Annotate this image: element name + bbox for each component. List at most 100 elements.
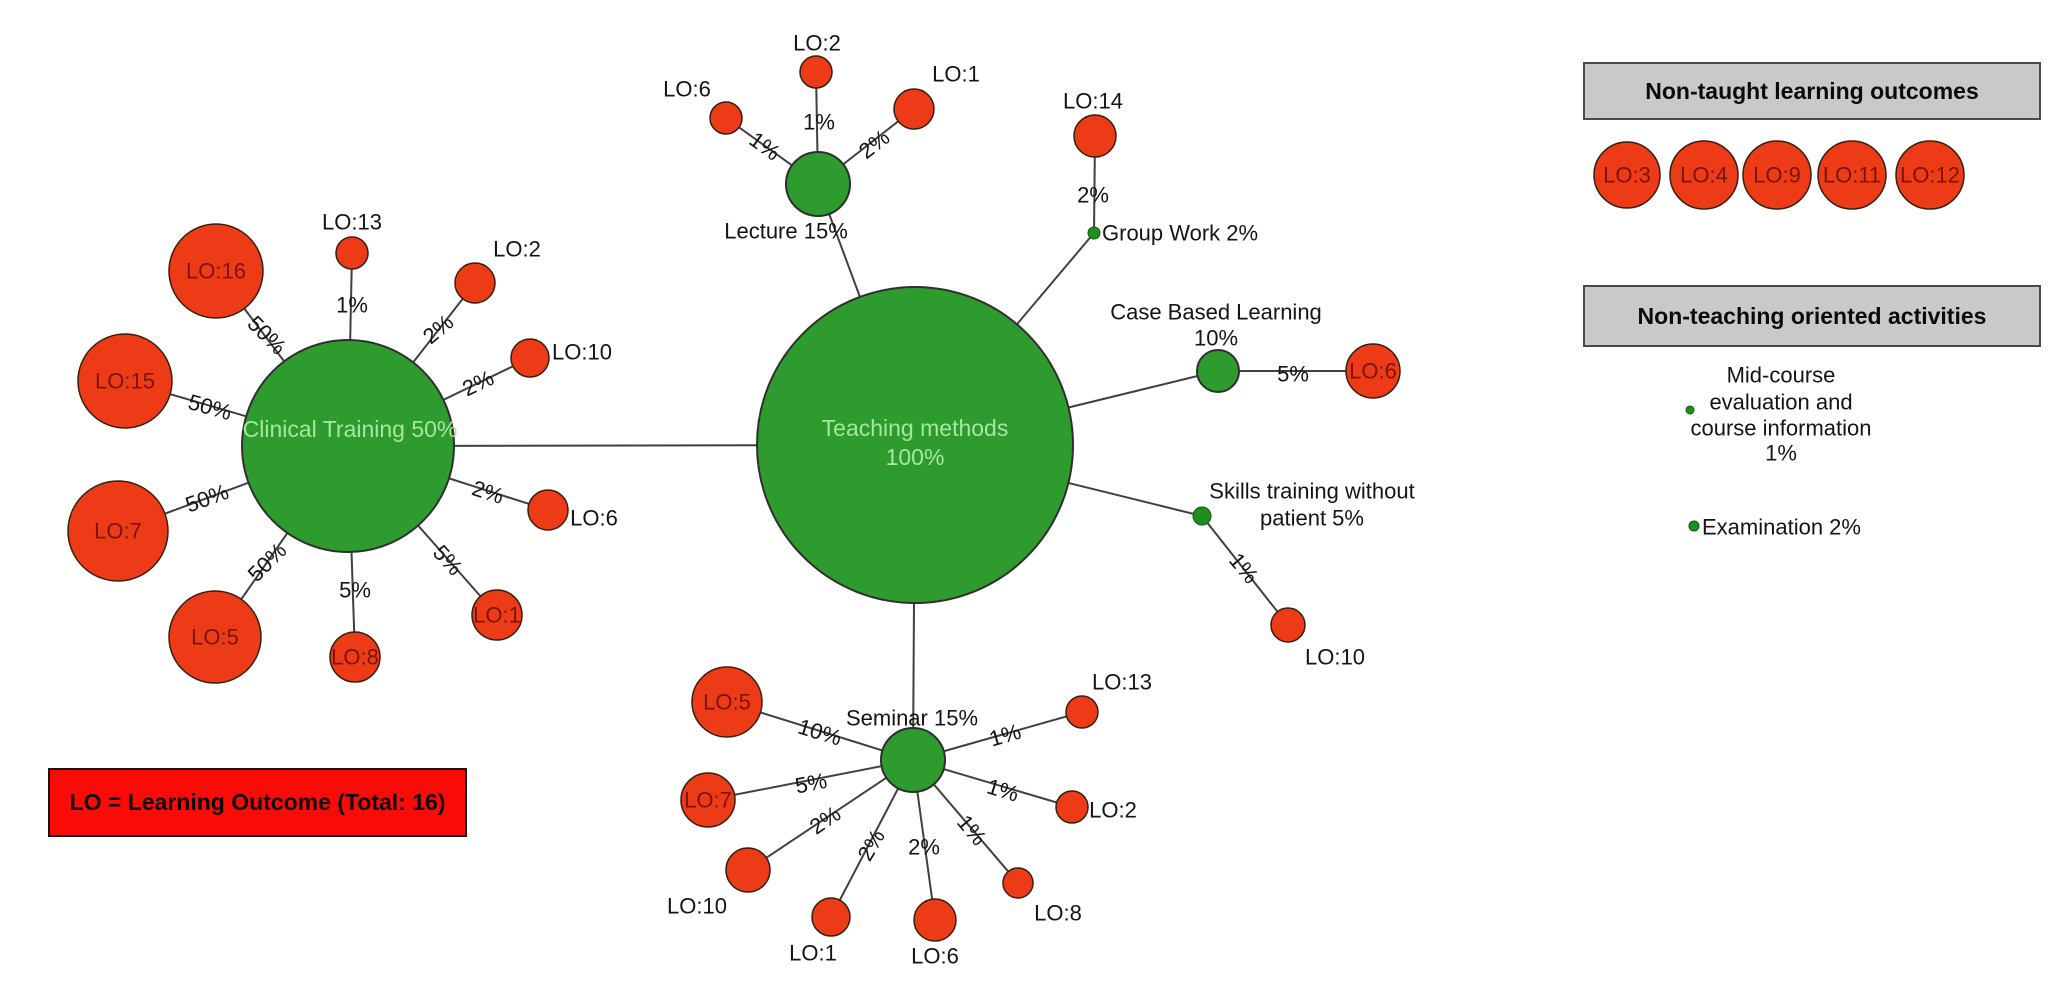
edge-label-seminar-sem_lo13: 1% [986,719,1023,752]
label-sem_lo13: LO:13 [1092,670,1152,695]
legend-text-0: Mid-course [1727,363,1836,388]
node-leg_lo11 [1817,140,1887,210]
node-leg_lo12 [1895,140,1965,210]
edge-label-clinical-cl_lo8: 5% [339,578,371,603]
label-sem_lo6: LO:6 [911,944,959,969]
label-teaching-1: 100% [886,444,945,470]
edge-label-clinical-cl_lo6: 2% [469,475,507,509]
edge-label-clinical-cl_lo15: 50% [185,389,234,425]
label-exam_dot: Examination 2% [1702,515,1861,540]
node-sem_lo8 [1002,867,1034,899]
legend-text-1: evaluation and [1709,390,1852,415]
legend-text-2: course information [1691,416,1872,441]
node-clinical [241,339,455,553]
node-sem_lo10 [725,847,771,893]
node-lec_lo2 [799,55,833,89]
label-sem_lo2: LO:2 [1089,798,1137,823]
non-teaching-oriented-activities-header: Non-teaching oriented activities [1583,285,2041,347]
label-skillsdot-0: Skills training without [1209,479,1414,504]
label-cl_lo8: LO:8 [331,645,379,670]
lo-abbreviation-note: LO = Learning Outcome (Total: 16) [48,768,467,837]
edge-label-skillsdot-skl_lo10: 1% [1224,548,1264,588]
node-sem_lo13 [1065,695,1099,729]
label-cl_lo13: LO:13 [322,210,382,235]
legend-text-3: 1% [1765,441,1797,466]
label-leg_lo3: LO:3 [1603,163,1651,188]
label-casebased-1: 10% [1194,326,1238,351]
label-leg_lo11: LO:11 [1823,163,1881,188]
label-leg_lo9: LO:9 [1753,163,1801,188]
edge-label-clinical-cl_lo7: 50% [182,479,232,518]
edge-label-seminar-sem_lo7: 5% [793,768,829,799]
node-cl_lo7 [67,480,169,582]
edge-label-clinical-cl_lo5: 50% [243,538,292,587]
label-cl_lo10: LO:10 [552,340,612,365]
label-sem_lo7: LO:7 [684,788,732,813]
label-cl_lo16: LO:16 [186,259,246,284]
label-layer: 1%1%2%2%5%1%50%1%2%2%50%50%50%5%5%2%10%5… [94,31,1960,969]
node-leg_lo3 [1593,141,1661,209]
edge-label-lecture-lec_lo1: 2% [854,125,894,164]
label-grp_lo14: LO:14 [1063,89,1123,114]
node-sem_lo7 [680,772,736,828]
label-leg_lo4: LO:4 [1680,163,1728,188]
label-lec_lo2: LO:2 [793,31,841,56]
label-lec_lo6: LO:6 [663,77,711,102]
label-seminar: Seminar 15% [846,706,978,731]
node-sem_lo2 [1055,790,1089,824]
edge-label-seminar-sem_lo2: 1% [984,774,1022,807]
non-teaching-title: Non-teaching oriented activities [1637,302,1987,329]
edge-label-lecture-lec_lo6: 1% [745,127,785,166]
node-cl_lo8 [329,631,381,683]
label-skillsdot-1: patient 5% [1260,506,1364,531]
node-leg_lo9 [1742,140,1812,210]
label-cl_lo7: LO:7 [94,519,142,544]
node-cbl_lo6 [1345,343,1401,399]
label-teaching-0: Teaching methods [822,415,1009,441]
node-cl_lo6 [527,489,569,531]
edge-label-clinical-cl_lo10: 2% [458,365,497,401]
edge-label-lecture-lec_lo2: 1% [803,110,835,135]
node-cl_lo1 [471,589,523,641]
node-lecture [785,151,851,217]
lo-note-text: LO = Learning Outcome (Total: 16) [69,789,446,815]
edge-label-clinical-cl_lo2: 2% [418,309,458,349]
edge-label-seminar-sem_lo1: 2% [852,825,890,865]
label-lec_lo1: LO:1 [932,62,980,87]
node-grp_lo14 [1073,114,1117,158]
label-clinical: Clinical Training 50% [243,416,458,442]
node-sem_lo1 [811,897,851,937]
label-casebased-0: Case Based Learning [1110,300,1322,325]
node-exam_dot [1688,520,1700,532]
node-teaching [756,286,1074,604]
edge-label-clinical-cl_lo13: 1% [336,293,368,318]
edge-label-seminar-sem_lo5: 10% [795,714,844,751]
node-skl_lo10 [1270,607,1306,643]
label-sem_lo5: LO:5 [703,690,751,715]
node-cl_lo15 [77,333,173,429]
label-sem_lo1: LO:1 [789,941,837,966]
label-groupdot: Group Work 2% [1102,221,1258,246]
edge-label-seminar-sem_lo6: 2% [908,835,940,860]
node-lec_lo6 [709,101,743,135]
label-sem_lo8: LO:8 [1034,901,1082,926]
node-sem_lo5 [691,666,763,738]
non-taught-learning-outcomes-header: Non-taught learning outcomes [1583,62,2041,120]
node-lec_lo1 [893,88,935,130]
node-mid_dot [1685,405,1695,415]
node-groupdot [1087,226,1101,240]
node-cl_lo10 [510,338,550,378]
edge-label-clinical-cl_lo16: 50% [242,311,291,360]
label-cl_lo6: LO:6 [570,506,618,531]
node-leg_lo4 [1669,140,1739,210]
node-cl_lo16 [168,223,264,319]
node-casebased [1196,349,1240,393]
label-leg_lo12: LO:12 [1900,163,1960,188]
label-cl_lo15: LO:15 [95,369,155,394]
label-cl_lo2: LO:2 [493,237,541,262]
node-cl_lo2 [454,262,496,304]
edge-label-seminar-sem_lo10: 2% [805,801,845,840]
edge-seminar-sem_lo7 [707,759,914,801]
